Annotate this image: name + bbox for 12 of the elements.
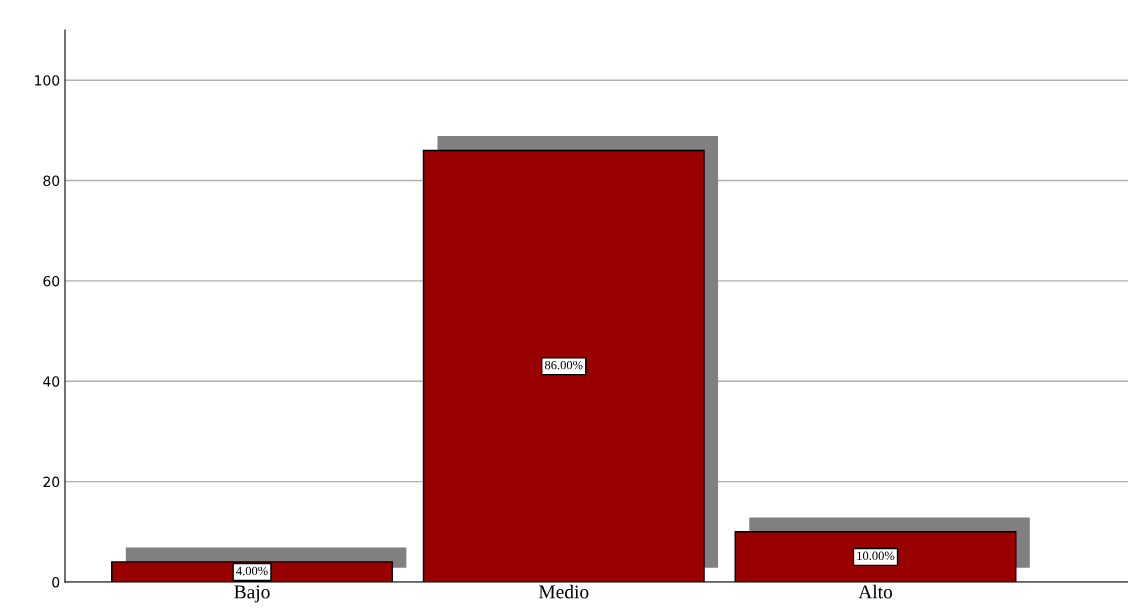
- data-label: 86.00%: [544, 360, 583, 370]
- x-tick-label: Bajo: [234, 585, 270, 603]
- x-tick-label: Alto: [858, 584, 893, 599]
- y-tick-label: 60: [43, 275, 60, 287]
- y-tick-label: 100: [35, 75, 60, 86]
- y-tick-label: 80: [43, 175, 60, 187]
- y-tick-label: 40: [43, 376, 60, 387]
- data-label: 10.00%: [857, 551, 895, 561]
- x-tick-label: Medio: [538, 584, 589, 599]
- data-label: 4.00%: [236, 566, 268, 576]
- y-tick-label: 20: [43, 476, 60, 488]
- y-tick-label: 0: [52, 576, 60, 588]
